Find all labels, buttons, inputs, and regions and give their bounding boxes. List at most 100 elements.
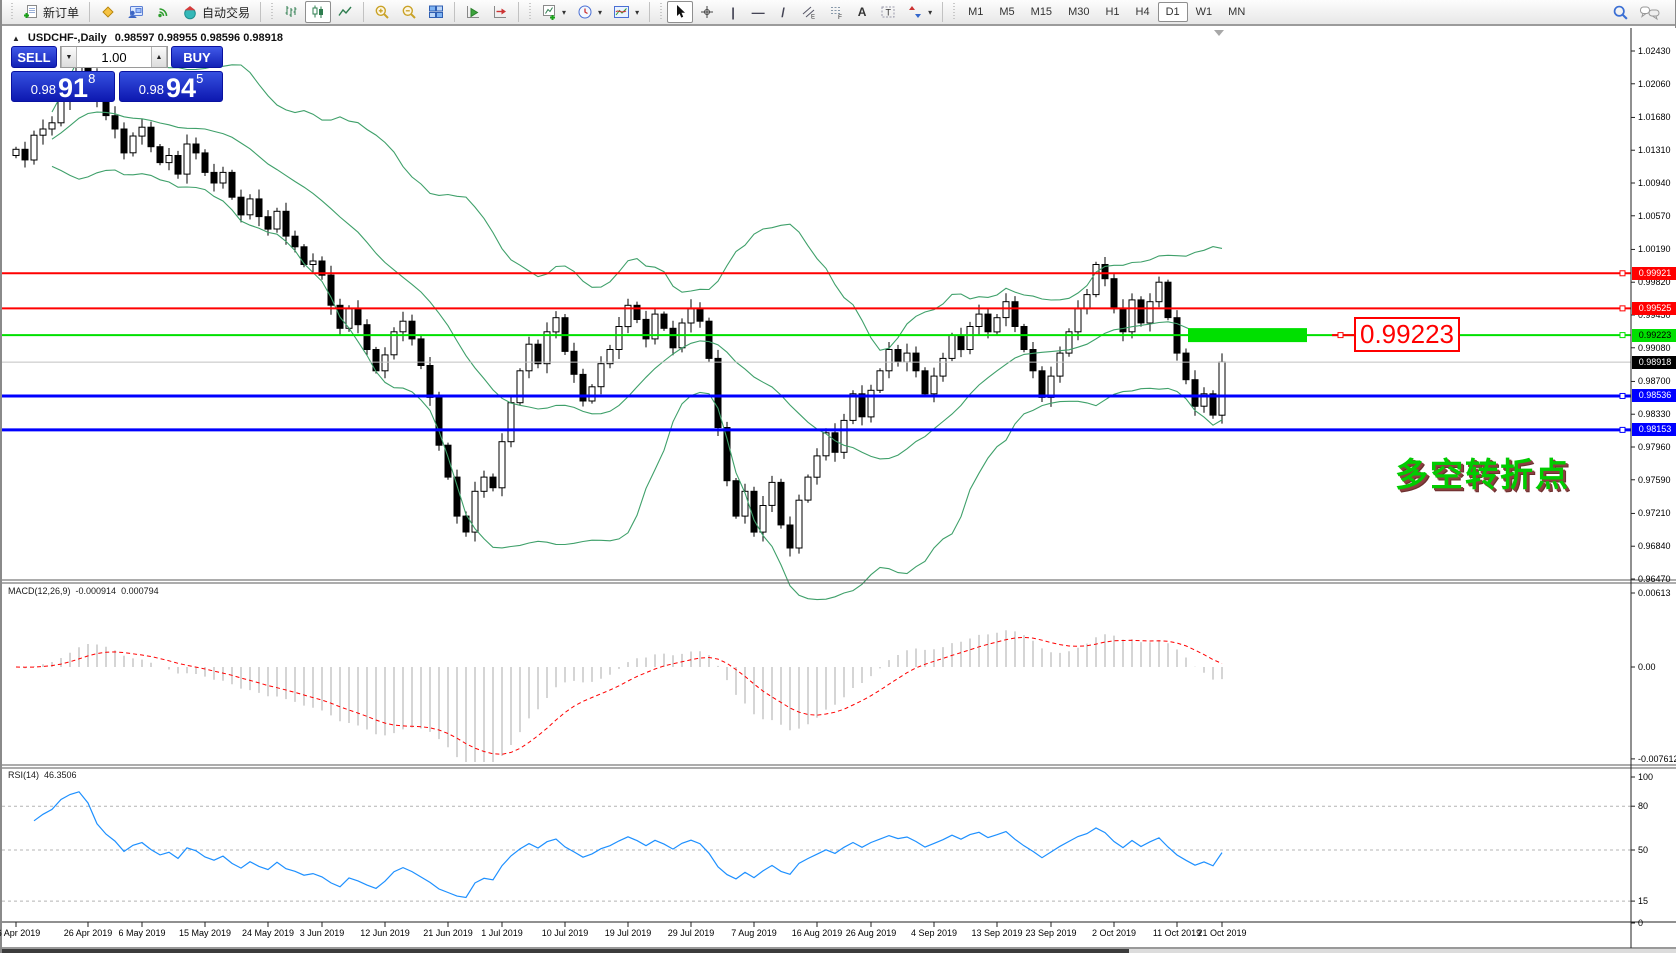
chat-icon[interactable] bbox=[1639, 4, 1661, 21]
auto-scroll-button[interactable] bbox=[460, 1, 486, 23]
sell-price-main: 91 bbox=[58, 72, 89, 103]
volume-decrease-button[interactable]: ▼ bbox=[61, 47, 77, 67]
svg-text:E: E bbox=[811, 15, 815, 21]
vertical-line-icon: | bbox=[731, 4, 735, 20]
toolbar-separator bbox=[363, 2, 365, 22]
cursor-icon bbox=[677, 5, 686, 18]
toolbar: 新订单 自动交易 bbox=[2, 0, 1675, 26]
toolbar-grip bbox=[268, 3, 276, 21]
zoom-in-icon bbox=[375, 5, 389, 19]
timeframe-group: M1 M5 M15 M30 H1 H4 D1 W1 MN bbox=[960, 2, 1253, 22]
one-click-trading-panel: SELL ▼ 1.00 ▲ BUY 0.98 91 8 0.98 94 5 bbox=[11, 46, 223, 102]
templates-dropdown[interactable]: ▾ bbox=[608, 1, 644, 23]
horizontal-line-icon: — bbox=[751, 4, 765, 20]
new-chart-icon bbox=[543, 5, 556, 20]
bar-chart-mode-button[interactable] bbox=[278, 1, 304, 23]
zoom-out-button[interactable] bbox=[396, 1, 422, 23]
buy-button[interactable]: BUY bbox=[171, 46, 223, 68]
trendline-tool-button[interactable]: / bbox=[771, 1, 795, 23]
dropdown-caret-icon: ▾ bbox=[562, 7, 567, 17]
line-chart-mode-button[interactable] bbox=[332, 1, 358, 23]
text-tool-button[interactable]: A bbox=[850, 1, 874, 23]
channel-tool-button[interactable]: E bbox=[796, 1, 822, 23]
clock-icon bbox=[578, 5, 592, 19]
symbols-button[interactable] bbox=[95, 1, 121, 23]
buy-price-box[interactable]: 0.98 94 5 bbox=[119, 71, 223, 102]
signals-button[interactable] bbox=[150, 1, 176, 23]
arrows-dropdown[interactable]: ▾ bbox=[902, 1, 937, 23]
trendline-icon: / bbox=[781, 4, 785, 20]
svg-text:T: T bbox=[886, 8, 892, 18]
channel-icon: E bbox=[802, 6, 815, 21]
timeframe-m30[interactable]: M30 bbox=[1068, 6, 1090, 18]
dropdown-caret-icon: ▾ bbox=[928, 7, 933, 17]
periods-dropdown[interactable]: ▾ bbox=[572, 1, 607, 23]
buy-price-pip: 5 bbox=[196, 71, 204, 86]
vertical-line-tool-button[interactable]: | bbox=[721, 1, 745, 23]
arrow-up-icon: ▲ bbox=[155, 53, 163, 61]
zoom-out-icon bbox=[402, 5, 416, 19]
new-order-label: 新订单 bbox=[43, 5, 80, 20]
autotrading-icon bbox=[184, 6, 196, 20]
timeframe-d1[interactable]: D1 bbox=[1157, 2, 1188, 22]
chart-shift-button[interactable] bbox=[487, 1, 513, 23]
sell-price-box[interactable]: 0.98 91 8 bbox=[11, 71, 115, 102]
autotrading-label: 自动交易 bbox=[202, 5, 251, 20]
new-order-button[interactable]: 新订单 bbox=[18, 1, 84, 23]
autotrading-button[interactable]: 自动交易 bbox=[177, 1, 255, 23]
text-icon: A bbox=[857, 5, 867, 19]
toolbar-separator bbox=[518, 2, 520, 22]
fibonacci-icon: F bbox=[831, 7, 842, 20]
volume-input[interactable]: 1.00 bbox=[101, 49, 127, 65]
arrow-objects-icon bbox=[909, 6, 922, 18]
timeframe-m5[interactable]: M5 bbox=[999, 6, 1015, 18]
horizontal-scrollbar[interactable] bbox=[2, 949, 1676, 953]
new-chart-dropdown[interactable]: ▾ bbox=[536, 1, 571, 23]
svg-text:F: F bbox=[838, 14, 842, 20]
crosshair-tool-button[interactable] bbox=[694, 1, 720, 23]
text-label-tool-button[interactable]: T bbox=[875, 1, 901, 23]
toolbar-separator bbox=[89, 2, 91, 22]
timeframe-m15[interactable]: M15 bbox=[1030, 6, 1053, 18]
sell-button[interactable]: SELL bbox=[11, 46, 57, 68]
toolbar-separator bbox=[454, 2, 456, 22]
sell-price-pip: 8 bbox=[88, 71, 96, 86]
chart-window[interactable]: ▲ USDCHF-,Daily 0.98597 0.98955 0.98596 … bbox=[0, 28, 1676, 953]
volume-increase-button[interactable]: ▲ bbox=[151, 47, 167, 67]
zoom-in-button[interactable] bbox=[369, 1, 395, 23]
candlestick-mode-button[interactable] bbox=[305, 1, 332, 23]
terminal-button[interactable] bbox=[122, 1, 149, 23]
scrollbar-thumb[interactable] bbox=[2, 949, 1129, 953]
template-image-icon bbox=[614, 6, 630, 18]
candlestick-chart-icon bbox=[312, 5, 324, 18]
chart-shift-icon bbox=[494, 6, 507, 18]
bar-chart-icon bbox=[285, 6, 297, 17]
arrow-down-icon: ▼ bbox=[65, 53, 73, 61]
timeframe-h1[interactable]: H1 bbox=[1105, 6, 1120, 18]
timeframe-h4[interactable]: H4 bbox=[1135, 6, 1150, 18]
toolbar-separator bbox=[260, 2, 262, 22]
horizontal-line-tool-button[interactable]: — bbox=[746, 1, 770, 23]
toolbar-grip bbox=[526, 3, 534, 21]
timeframe-m1[interactable]: M1 bbox=[968, 6, 984, 18]
fibonacci-tool-button[interactable]: F bbox=[823, 1, 849, 23]
toolbar-grip bbox=[950, 3, 958, 21]
cursor-tool-button[interactable] bbox=[667, 1, 694, 23]
new-order-icon bbox=[24, 5, 37, 18]
buy-price-base: 0.98 bbox=[138, 82, 165, 97]
dropdown-caret-icon: ▾ bbox=[598, 7, 603, 17]
timeframe-mn[interactable]: MN bbox=[1228, 6, 1246, 18]
text-label-icon: T bbox=[881, 6, 895, 18]
auto-scroll-icon bbox=[467, 6, 480, 18]
dropdown-caret-icon: ▾ bbox=[635, 7, 640, 17]
search-icon[interactable] bbox=[1612, 4, 1629, 21]
tile-windows-icon bbox=[429, 5, 444, 18]
tile-windows-button[interactable] bbox=[423, 1, 449, 23]
volume-control: ▼ 1.00 ▲ bbox=[60, 46, 168, 68]
line-chart-icon bbox=[338, 6, 352, 16]
signals-icon bbox=[158, 8, 168, 18]
buy-price-main: 94 bbox=[166, 72, 197, 103]
timeframe-w1[interactable]: W1 bbox=[1195, 6, 1213, 18]
chart-canvas[interactable] bbox=[2, 28, 1676, 953]
